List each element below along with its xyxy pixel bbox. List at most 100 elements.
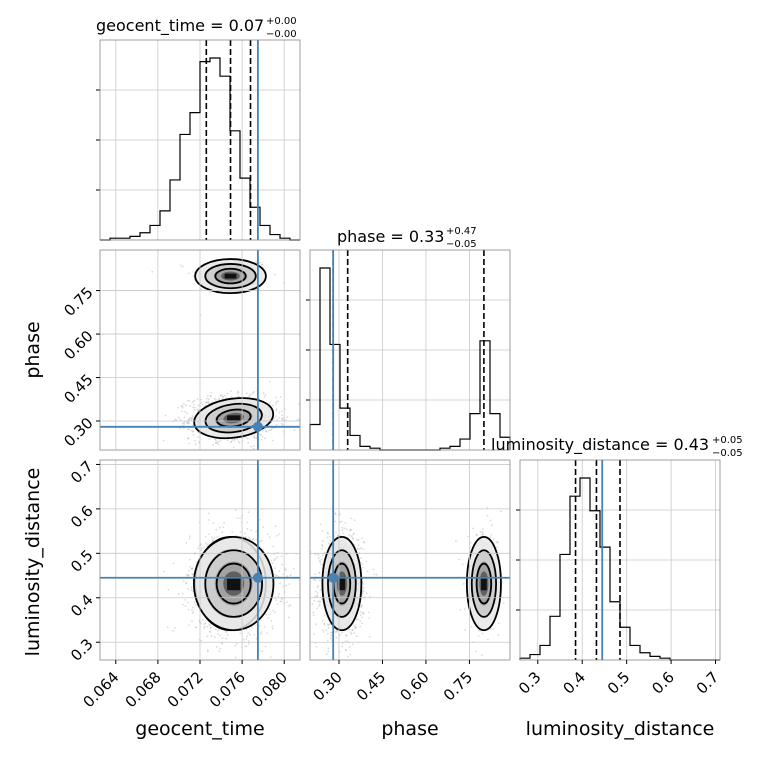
- contour-line: [465, 535, 502, 632]
- scatter-point: [281, 414, 284, 416]
- scatter-point: [192, 611, 195, 613]
- scatter-point: [212, 538, 214, 541]
- scatter-point: [475, 533, 478, 536]
- scatter-point: [185, 581, 187, 584]
- scatter-point: [236, 517, 239, 519]
- scatter-point: [472, 527, 474, 530]
- scatter-point: [200, 549, 203, 551]
- scatter-point: [211, 400, 214, 403]
- scatter-point: [191, 417, 193, 420]
- scatter-point: [355, 618, 358, 621]
- scatter-point: [197, 409, 200, 411]
- scatter-point: [318, 572, 321, 575]
- scatter-point: [182, 603, 184, 606]
- scatter-point: [320, 559, 323, 561]
- scatter-point: [259, 433, 262, 436]
- scatter-point: [343, 670, 345, 672]
- scatter-point: [187, 574, 190, 576]
- scatter-point: [339, 634, 341, 636]
- scatter-point: [252, 662, 254, 664]
- scatter-point: [201, 403, 204, 406]
- scatter-point: [181, 265, 184, 268]
- panel-content: [310, 460, 510, 672]
- scatter-point: [215, 398, 217, 401]
- scatter-point: [244, 532, 246, 535]
- scatter-point: [191, 606, 194, 609]
- scatter-point: [262, 526, 265, 529]
- scatter-point: [361, 563, 364, 566]
- scatter-point: [247, 643, 250, 645]
- scatter-point: [289, 574, 292, 577]
- scatter-point: [352, 643, 354, 646]
- scatter-point: [206, 625, 209, 628]
- scatter-point: [191, 612, 194, 615]
- scatter-point: [293, 567, 295, 570]
- scatter-point: [193, 601, 196, 603]
- scatter-point: [476, 534, 478, 537]
- scatter-point: [341, 645, 343, 648]
- scatter-point: [368, 596, 371, 598]
- scatter-point: [469, 541, 472, 544]
- scatter-point: [492, 538, 495, 541]
- scatter-point: [325, 629, 328, 632]
- scatter-point: [193, 408, 196, 411]
- x-axis-label-luminosity-distance: luminosity_distance: [526, 718, 715, 740]
- scatter-point: [246, 528, 249, 530]
- scatter-point: [200, 640, 203, 642]
- scatter-point: [188, 418, 191, 420]
- scatter-point: [350, 631, 352, 634]
- scatter-point: [326, 531, 329, 534]
- panel-frame: [309, 459, 511, 661]
- scatter-point: [231, 531, 234, 533]
- scatter-point: [203, 547, 206, 549]
- x-tick-label-0.076: 0.076: [206, 668, 249, 711]
- y-tick-label-0.5: 0.5: [67, 546, 97, 576]
- scatter-point: [271, 625, 274, 628]
- scatter-point: [329, 540, 332, 542]
- truth-marker: [328, 572, 339, 583]
- scatter-point: [481, 533, 483, 536]
- scatter-point: [327, 624, 330, 627]
- scatter-point: [194, 626, 197, 629]
- scatter-point: [368, 617, 371, 619]
- scatter-point: [322, 631, 325, 633]
- scatter-point: [275, 599, 278, 602]
- scatter-point: [274, 567, 276, 569]
- scatter-point: [481, 632, 484, 635]
- scatter-point: [197, 436, 200, 439]
- contour-line: [204, 549, 264, 618]
- scatter-point: [320, 523, 322, 526]
- diag-panel-phase: [306, 249, 511, 451]
- scatter-point: [274, 557, 277, 560]
- scatter-point: [281, 417, 284, 420]
- scatter-point: [344, 640, 347, 643]
- scatter-point: [355, 635, 358, 638]
- scatter-point: [319, 589, 322, 591]
- density-peak: [338, 576, 346, 591]
- scatter-point: [197, 404, 200, 407]
- scatter-point: [244, 536, 247, 538]
- scatter-point: [317, 554, 320, 557]
- scatter-point: [220, 394, 222, 396]
- scatter-point: [185, 573, 188, 576]
- scatter-point: [467, 535, 469, 538]
- contour-line: [192, 535, 275, 632]
- title-phase-sub: −0.05: [446, 239, 477, 250]
- scatter-point: [323, 622, 326, 625]
- scatter-point: [247, 632, 250, 635]
- scatter-point: [246, 437, 249, 440]
- scatter-point: [265, 613, 267, 616]
- scatter-point: [247, 441, 250, 444]
- scatter-point: [205, 542, 208, 544]
- scatter-point: [261, 436, 264, 438]
- scatter-point: [217, 629, 220, 632]
- scatter-point: [342, 532, 344, 535]
- scatter-point: [191, 567, 194, 570]
- scatter-point: [286, 416, 289, 418]
- scatter-point: [226, 392, 229, 395]
- scatter-point: [490, 534, 493, 536]
- title-lumdist-sub: −0.05: [712, 448, 743, 459]
- scatter-point: [210, 536, 213, 539]
- scatter-point: [206, 649, 209, 652]
- scatter-point: [288, 583, 291, 585]
